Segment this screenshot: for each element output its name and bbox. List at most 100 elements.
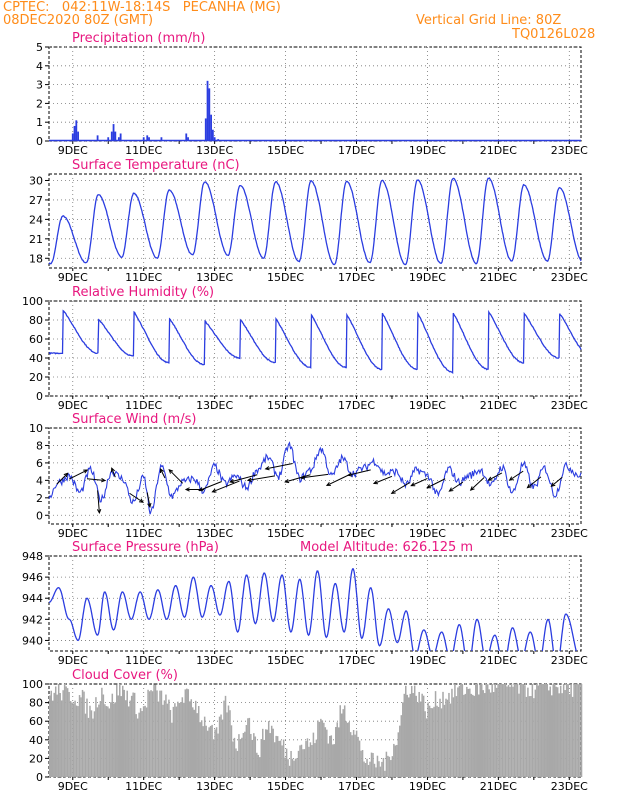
cloud-bar	[418, 691, 420, 777]
cloud-bar	[513, 684, 516, 777]
cloud-bar	[332, 744, 334, 777]
y-tick-label: 18	[29, 252, 43, 265]
y-tick-label: 27	[29, 194, 43, 207]
cloud-bar	[153, 684, 155, 777]
cloud-bar	[208, 727, 210, 777]
cloud-bar	[473, 695, 476, 777]
cloud-bar	[410, 685, 413, 777]
precip-bar	[112, 124, 115, 141]
cloud-bar	[130, 695, 133, 777]
cloud-bar	[343, 705, 346, 777]
x-tick-label: 15DEC	[267, 144, 304, 157]
cloud-bar	[576, 684, 578, 777]
cloud-bar	[121, 685, 124, 777]
precip-bar	[75, 120, 78, 141]
cloud-bar	[562, 684, 565, 777]
cloud-bar	[147, 689, 149, 777]
cloud-bar	[446, 699, 449, 777]
x-tick-label: 11DEC	[125, 271, 162, 284]
humidity-line	[48, 309, 582, 374]
cloud-bar	[448, 692, 450, 777]
cloud-bar	[545, 684, 547, 777]
cloud-bar	[133, 692, 136, 777]
cloud-bar	[366, 758, 368, 777]
cloud-bar	[117, 695, 120, 777]
cloud-bar	[49, 695, 51, 777]
precip-bar	[185, 133, 188, 141]
cloud-bar	[437, 706, 440, 777]
cloud-bar	[275, 735, 277, 777]
cloud-bar	[424, 711, 426, 777]
cloud-bar	[399, 725, 401, 777]
cloud-bar	[59, 693, 61, 777]
cloud-bar	[308, 746, 310, 777]
cloud-bar	[260, 739, 263, 777]
cloud-bar	[224, 695, 227, 777]
cloud-bar	[573, 684, 575, 777]
wind-arrow	[301, 473, 329, 479]
cloud-bar	[181, 697, 184, 777]
cloud-bar	[221, 719, 224, 777]
wind-speed-line	[48, 441, 582, 515]
cloud-bar	[413, 685, 416, 777]
wind-arrow	[348, 469, 371, 476]
wind-arrow	[168, 469, 184, 484]
cloud-bar	[74, 700, 76, 777]
cloud-bar	[518, 693, 520, 777]
cloud-bar	[357, 736, 359, 777]
cloud-bar	[485, 684, 487, 777]
x-tick-label: 23DEC	[551, 399, 588, 412]
cloud-bar	[369, 761, 371, 777]
cloud-bar	[177, 701, 179, 777]
cloud-bar	[256, 752, 258, 777]
precip-bar	[114, 131, 117, 141]
cloud-bar	[90, 710, 93, 777]
cloud-bar	[98, 704, 100, 777]
wind-arrow	[160, 468, 166, 479]
cloud-bar	[212, 739, 215, 777]
y-tick-label: 80	[29, 314, 43, 327]
cloud-bar	[464, 693, 467, 777]
cloud-bar	[530, 696, 532, 777]
precip-bar	[204, 118, 207, 141]
cloud-bar	[242, 732, 245, 777]
cloud-bar	[384, 770, 386, 777]
cloud-bar	[361, 750, 364, 777]
precip-bar	[160, 137, 163, 141]
cloud-bar	[110, 702, 112, 777]
cloud-bar	[84, 713, 87, 777]
cloud-bar	[127, 706, 130, 777]
cloud-bar	[197, 706, 200, 777]
cloud-bar	[515, 684, 517, 777]
cloud-bar	[556, 687, 559, 777]
cloud-bar	[421, 693, 423, 777]
cloud-bar	[570, 684, 572, 777]
wind-arrow-head	[264, 466, 270, 471]
y-tick-label: 940	[22, 634, 43, 647]
cloud-bar	[509, 686, 511, 777]
cloud-bar	[577, 684, 580, 777]
wind-arrow	[199, 481, 222, 491]
y-tick-label: 20	[29, 752, 43, 765]
wind-arrow-head	[101, 478, 107, 483]
cloud-bar	[300, 744, 303, 777]
cloud-bar	[264, 729, 267, 777]
x-tick-label: 19DEC	[409, 654, 446, 667]
wind-arrow-head	[508, 476, 514, 481]
cloud-bar	[412, 693, 414, 777]
y-tick-label: 3	[36, 79, 43, 92]
cloud-bar	[290, 750, 292, 777]
cloud-bar	[163, 700, 166, 777]
cloud-bar	[323, 722, 325, 777]
x-tick-label: 11DEC	[125, 780, 162, 793]
cloud-bar	[157, 701, 160, 777]
cloud-bar	[238, 734, 240, 777]
cloud-bar	[397, 732, 400, 777]
cloud-bar	[335, 727, 337, 777]
cloud-bar	[270, 725, 273, 777]
cloud-bar	[475, 684, 477, 777]
wind-arrow	[265, 462, 293, 470]
cloud-bar	[320, 718, 322, 777]
x-tick-label: 9DEC	[58, 654, 88, 667]
cloud-bar	[565, 684, 568, 777]
